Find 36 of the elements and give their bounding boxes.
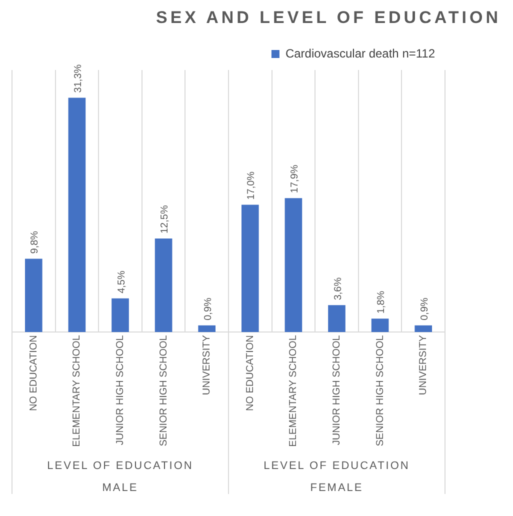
text: MALE	[102, 482, 138, 494]
x-tick-label: NO EDUCATION	[244, 335, 256, 412]
text: FEMALE	[310, 482, 364, 494]
data-label: 12,5%	[160, 205, 171, 234]
x-tick-label: ELEMENTARY SCHOOL	[72, 334, 83, 447]
x-tick-label: UNIVERSITY	[418, 334, 430, 396]
x-tick-label: JUNIOR HIGH SCHOOL	[332, 334, 342, 446]
bar	[68, 98, 86, 332]
bar	[371, 318, 389, 332]
x-tick-label: UNIVERSITY	[202, 334, 213, 396]
text: LEVEL OF EDUCATION	[47, 460, 194, 472]
bar	[328, 305, 346, 332]
x-tick-label: SENIOR HIGH SCHOOL	[374, 334, 386, 446]
data-label: 3,6%	[332, 277, 344, 300]
data-label: 4,5%	[116, 270, 128, 294]
data-label: 17,0%	[246, 171, 258, 200]
x-tick-label: NO EDUCATION	[28, 335, 40, 412]
data-label: 31,3%	[72, 64, 84, 93]
chart-title: SEX AND LEVEL OF EDUCATION	[155, 8, 502, 28]
legend-label: Cardiovascular death n=112	[285, 46, 436, 60]
bar	[112, 298, 129, 332]
bar	[414, 325, 432, 332]
bar	[24, 258, 42, 332]
bar	[241, 204, 259, 332]
data-label: 9,8%	[30, 230, 41, 254]
data-label: 0,9%	[419, 297, 430, 320]
x-tick-label: JUNIOR HIGH SCHOOL	[115, 334, 126, 446]
bar	[284, 198, 302, 332]
bar	[198, 325, 216, 332]
data-label: 1,8%	[376, 290, 388, 314]
x-tick-label: SENIOR HIGH SCHOOL	[158, 334, 170, 446]
text: LEVEL OF EDUCATION	[264, 460, 410, 472]
data-label: 17,9%	[289, 164, 300, 194]
x-tick-label: ELEMENTARY SCHOOL	[288, 334, 300, 447]
bar	[154, 238, 172, 332]
data-label: 0,9%	[202, 297, 214, 320]
